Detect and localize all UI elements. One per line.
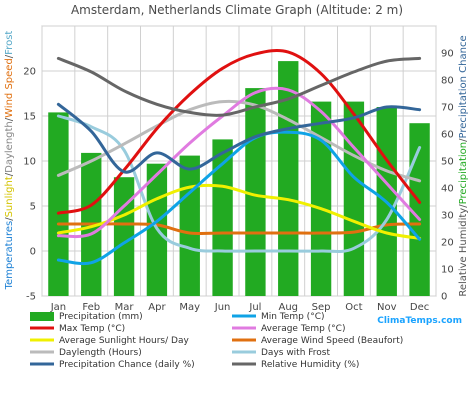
right-axis-label-precipitation: Precipitation bbox=[458, 142, 469, 205]
legend: Precipitation (mm) Min Temp (°C) Max Temp … bbox=[30, 312, 403, 370]
series-line-average-sunlight-hours-day bbox=[56, 183, 422, 240]
right-tick-label: 50 bbox=[441, 157, 454, 168]
legend-label: Average Sunlight Hours/ Day bbox=[59, 336, 189, 346]
right-tick-label: 0 bbox=[441, 292, 447, 303]
precipitation-bar bbox=[179, 155, 200, 296]
left-axis-label-temperatures: Temperatures bbox=[4, 221, 15, 291]
left-tick-label: -5 bbox=[26, 292, 36, 303]
legend-label: Precipitation (mm) bbox=[59, 312, 143, 322]
right-axis-ticks: 0 10 20 30 40 50 60 70 80 90 bbox=[441, 49, 454, 303]
legend-label: Average Wind Speed (Beaufort) bbox=[261, 336, 403, 346]
series-lines bbox=[56, 49, 422, 266]
series-line-days-with-frost bbox=[56, 114, 422, 253]
left-axis-ticks: -5 0 5 10 15 20 bbox=[23, 67, 36, 303]
left-tick-label: 0 bbox=[30, 247, 36, 258]
series-line-average-temp-c bbox=[56, 86, 422, 239]
left-tick-label: 20 bbox=[23, 67, 36, 78]
right-axis-label-humidity: Relative Humidity bbox=[458, 208, 469, 297]
right-tick-label: 20 bbox=[441, 238, 454, 249]
series-line-relative-humidity bbox=[56, 56, 422, 117]
month-label: Jul bbox=[248, 302, 261, 313]
grid-lines bbox=[41, 25, 437, 297]
left-axis-label-daylength: Daylength bbox=[4, 121, 15, 173]
right-axis-label: Relative Humidity/Precipitation/Precipit… bbox=[458, 35, 469, 296]
left-axis-label-sep2: / bbox=[4, 172, 15, 176]
right-tick-label: 40 bbox=[441, 184, 454, 195]
precipitation-bar bbox=[310, 101, 332, 296]
left-tick-label: 5 bbox=[30, 202, 36, 213]
brand-label: ClimaTemps.com bbox=[377, 316, 462, 326]
precipitation-bar bbox=[212, 139, 233, 296]
right-tick-label: 30 bbox=[441, 211, 454, 222]
month-labels: Jan Feb Mar Apr May Jun Jul Aug Sep Oct Nov Dec bbox=[50, 302, 430, 313]
left-axis-label-sunlight: Sunlight bbox=[4, 176, 15, 217]
right-axis-label-sep1: / bbox=[458, 204, 469, 208]
left-tick-label: 15 bbox=[23, 112, 36, 123]
left-axis-label-frost: Frost bbox=[4, 31, 15, 55]
right-tick-label: 60 bbox=[441, 130, 454, 141]
month-label: Apr bbox=[148, 302, 166, 313]
month-label: Nov bbox=[377, 302, 397, 313]
left-axis-label-sep3: / bbox=[4, 117, 15, 121]
month-label: May bbox=[179, 302, 200, 313]
month-label: Mar bbox=[115, 302, 135, 313]
left-axis-label: Temperatures/Sunlight/Daylength/Wind Spe… bbox=[4, 31, 15, 291]
precipitation-bar bbox=[113, 177, 135, 296]
month-label: Feb bbox=[82, 302, 100, 313]
right-axis-label-chance: Precipitation Chance bbox=[458, 35, 469, 138]
series-line-precipitation-chance-daily bbox=[56, 102, 422, 174]
legend-label: Daylength (Hours) bbox=[59, 348, 142, 358]
legend-label: Min Temp (°C) bbox=[261, 312, 324, 322]
left-axis-label-sep1: / bbox=[4, 217, 15, 221]
right-tick-label: 80 bbox=[441, 76, 454, 87]
legend-swatch bbox=[30, 312, 54, 321]
month-label: Sep bbox=[312, 302, 331, 313]
month-label: Jun bbox=[214, 302, 231, 313]
right-tick-label: 90 bbox=[441, 49, 454, 60]
series-line-average-wind-speed-beaufort bbox=[56, 222, 422, 236]
left-axis-label-wind-speed: Wind Speed bbox=[4, 58, 15, 118]
precipitation-bar bbox=[48, 112, 69, 297]
right-tick-label: 10 bbox=[441, 265, 454, 276]
month-label: Dec bbox=[410, 302, 429, 313]
month-label: Jan bbox=[50, 302, 66, 313]
precipitation-bar bbox=[278, 61, 299, 296]
month-label: Aug bbox=[278, 302, 298, 313]
legend-label: Average Temp (°C) bbox=[261, 324, 345, 334]
left-axis-label-sep4: / bbox=[4, 54, 15, 58]
precipitation-bar bbox=[409, 123, 430, 296]
month-label: Oct bbox=[345, 302, 362, 313]
legend-label: Days with Frost bbox=[261, 348, 330, 358]
right-tick-label: 70 bbox=[441, 103, 454, 114]
precipitation-bar bbox=[343, 101, 365, 296]
legend-label: Max Temp (°C) bbox=[59, 324, 125, 334]
series-line-min-temp-c bbox=[56, 130, 422, 266]
legend-label: Precipitation Chance (daily %) bbox=[59, 360, 195, 370]
right-axis-label-sep2: / bbox=[458, 138, 469, 142]
left-tick-label: 10 bbox=[23, 157, 36, 168]
legend-label: Relative Humidity (%) bbox=[261, 360, 359, 370]
chart-title: Amsterdam, Netherlands Climate Graph (Al… bbox=[71, 3, 403, 17]
